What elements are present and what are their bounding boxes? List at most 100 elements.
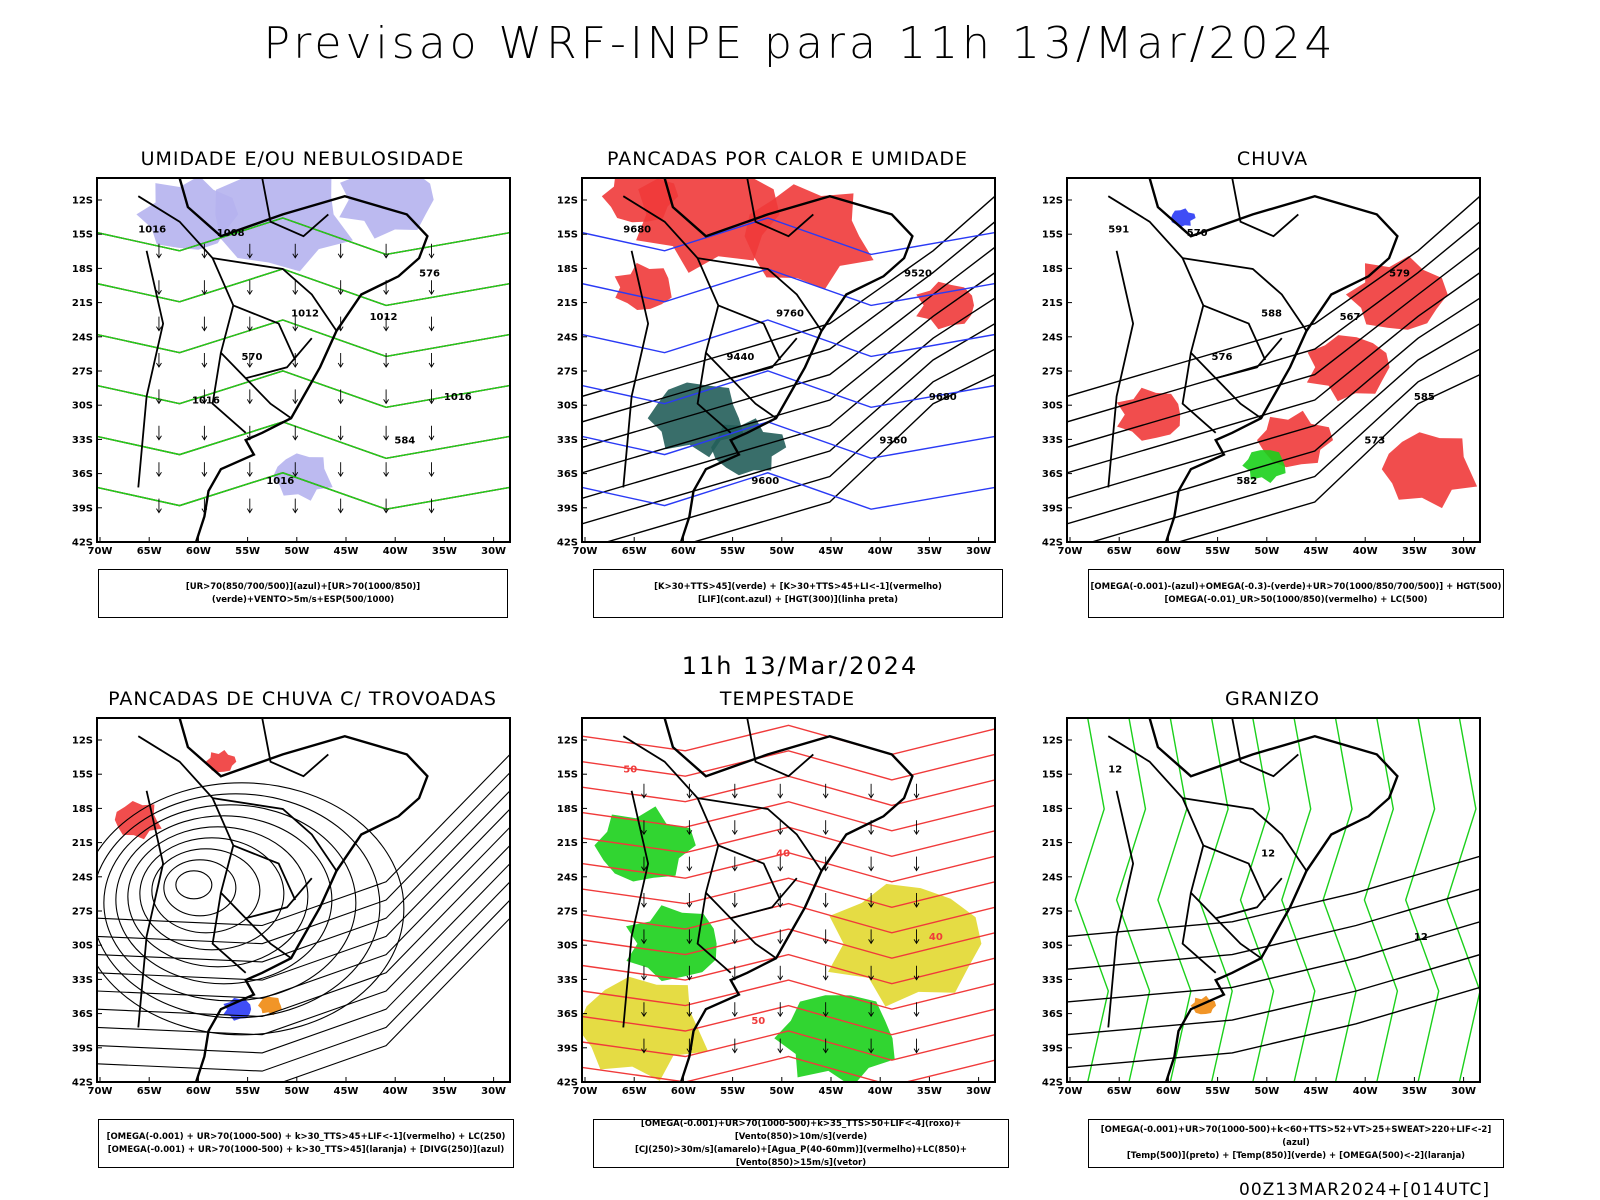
wind-arrow-head bbox=[246, 289, 253, 296]
contour-label: 12 bbox=[1261, 848, 1275, 859]
wind-arrow-head bbox=[201, 289, 208, 296]
lat-tick-label: 30S bbox=[557, 941, 578, 952]
country-border bbox=[211, 352, 247, 434]
legend-pancadas-calor: [K>30+TTS>45](verde) + [K>30+TTS>45+LI<-… bbox=[593, 569, 1003, 618]
contour-line bbox=[582, 724, 995, 756]
wind-arrow-head bbox=[777, 1011, 784, 1018]
shaded-region bbox=[1171, 208, 1196, 228]
lat-tick-label: 30S bbox=[557, 401, 578, 412]
lat-tick-label: 33S bbox=[72, 975, 93, 986]
streamline bbox=[163, 859, 237, 917]
wind-arrow-head bbox=[337, 508, 344, 514]
lat-tick-label: 33S bbox=[557, 975, 578, 986]
lat-tick-label: 27S bbox=[557, 907, 578, 918]
lat-tick-label: 39S bbox=[1042, 1043, 1063, 1054]
wind-arrow-head bbox=[641, 975, 647, 981]
contour-label: 573 bbox=[1364, 436, 1385, 447]
wind-arrow-head bbox=[822, 902, 829, 908]
lon-tick-label: 30W bbox=[1451, 546, 1476, 557]
map-content: 1016 1012 1016 1016 576 570 584 1008 1012 1016 bbox=[97, 178, 510, 542]
lon-tick-label: 45W bbox=[334, 1086, 359, 1097]
contour-label: 1012 bbox=[291, 308, 319, 319]
lat-tick-label: 12S bbox=[1042, 736, 1063, 747]
wind-arrow-head bbox=[383, 289, 389, 296]
shaded-region bbox=[614, 262, 672, 310]
contour-line bbox=[1067, 195, 1480, 398]
contour-label: 9520 bbox=[904, 268, 932, 279]
wind-arrow-head bbox=[868, 829, 874, 836]
wind-arrow-head bbox=[337, 362, 344, 368]
lat-tick-label: 15S bbox=[72, 770, 93, 781]
country-border bbox=[622, 195, 798, 380]
wind-arrow-head bbox=[913, 1048, 920, 1054]
legend-line: [OMEGA(-0.01)_UR>50(1000/850)(vermelho) … bbox=[1164, 594, 1428, 605]
wind-arrow-head bbox=[641, 1048, 647, 1054]
wind-arrow-head bbox=[292, 289, 299, 296]
wind-arrow-head bbox=[201, 326, 208, 332]
country-border bbox=[261, 718, 329, 778]
lon-tick-label: 40W bbox=[383, 1086, 408, 1097]
contour-label: 12 bbox=[1414, 932, 1428, 943]
wind-arrow-head bbox=[731, 829, 738, 836]
panel-title-granizo: GRANIZO bbox=[1225, 688, 1320, 710]
contour-line bbox=[97, 217, 510, 256]
country-border bbox=[212, 257, 338, 332]
legend-chuva: [OMEGA(-0.001)-(azul)+OMEGA(-0.3)-(verde… bbox=[1088, 569, 1504, 618]
contour-line bbox=[1067, 297, 1480, 499]
wind-arrow-head bbox=[822, 1011, 829, 1018]
country-border bbox=[1215, 917, 1262, 959]
lon-tick-label: 65W bbox=[137, 546, 162, 557]
lat-tick-label: 21S bbox=[557, 838, 578, 849]
lon-tick-label: 50W bbox=[769, 1086, 794, 1097]
wind-arrow-head bbox=[292, 399, 299, 405]
wind-arrow-head bbox=[731, 902, 738, 908]
lat-tick-label: 33S bbox=[1042, 975, 1063, 986]
lon-tick-label: 55W bbox=[1205, 1086, 1230, 1097]
contour-line bbox=[1067, 322, 1480, 525]
wind-arrow-head bbox=[383, 362, 389, 368]
wind-arrow-head bbox=[913, 793, 920, 799]
contour-line bbox=[582, 217, 995, 256]
contour-label: 570 bbox=[242, 352, 263, 363]
contour-line bbox=[1067, 246, 1480, 449]
wind-arrow-head bbox=[868, 939, 874, 945]
lon-tick-label: 35W bbox=[1402, 546, 1427, 557]
contour-line bbox=[1446, 718, 1480, 1082]
lat-tick-label: 36S bbox=[72, 469, 93, 480]
contour-label: 585 bbox=[1414, 392, 1435, 403]
country-border bbox=[746, 178, 814, 238]
lon-tick-label: 50W bbox=[1254, 546, 1279, 557]
country-border bbox=[137, 735, 313, 920]
contour-line bbox=[1363, 718, 1399, 1082]
shaded-region bbox=[114, 801, 162, 840]
lat-tick-label: 12S bbox=[557, 736, 578, 747]
lat-tick-label: 21S bbox=[1042, 838, 1063, 849]
lon-tick-label: 60W bbox=[1156, 546, 1181, 557]
wind-arrow-head bbox=[337, 435, 344, 441]
wind-arrow-head bbox=[337, 253, 344, 259]
map-chuva: 591 588 585 582 579 576 573 570 567 12S 15S 18S 21S 2… bbox=[1042, 177, 1481, 557]
wind-arrow-head bbox=[686, 793, 693, 799]
map-content: 50 40 40 50 bbox=[582, 718, 995, 1082]
lon-tick-label: 55W bbox=[235, 1086, 260, 1097]
contour-line bbox=[604, 348, 995, 542]
wind-arrow-head bbox=[686, 975, 693, 981]
wind-arrow-head bbox=[337, 289, 344, 296]
contour-label: 1016 bbox=[192, 396, 220, 407]
lat-tick-label: 21S bbox=[72, 838, 93, 849]
wind-arrow-head bbox=[686, 866, 693, 872]
lat-tick-label: 18S bbox=[557, 804, 578, 815]
shaded-region bbox=[1345, 256, 1448, 330]
wind-arrow-head bbox=[777, 829, 784, 836]
contour-label: 567 bbox=[1340, 312, 1361, 323]
lon-tick-label: 45W bbox=[1304, 546, 1329, 557]
wind-arrow-head bbox=[868, 1048, 874, 1054]
lat-tick-label: 39S bbox=[72, 1043, 93, 1054]
lat-tick-label: 18S bbox=[1042, 804, 1063, 815]
country-border bbox=[261, 178, 329, 238]
contour-line bbox=[582, 319, 995, 358]
contour-line bbox=[1115, 718, 1151, 1082]
country-border bbox=[746, 718, 814, 778]
country-border bbox=[232, 304, 297, 361]
streamline bbox=[97, 863, 510, 1036]
